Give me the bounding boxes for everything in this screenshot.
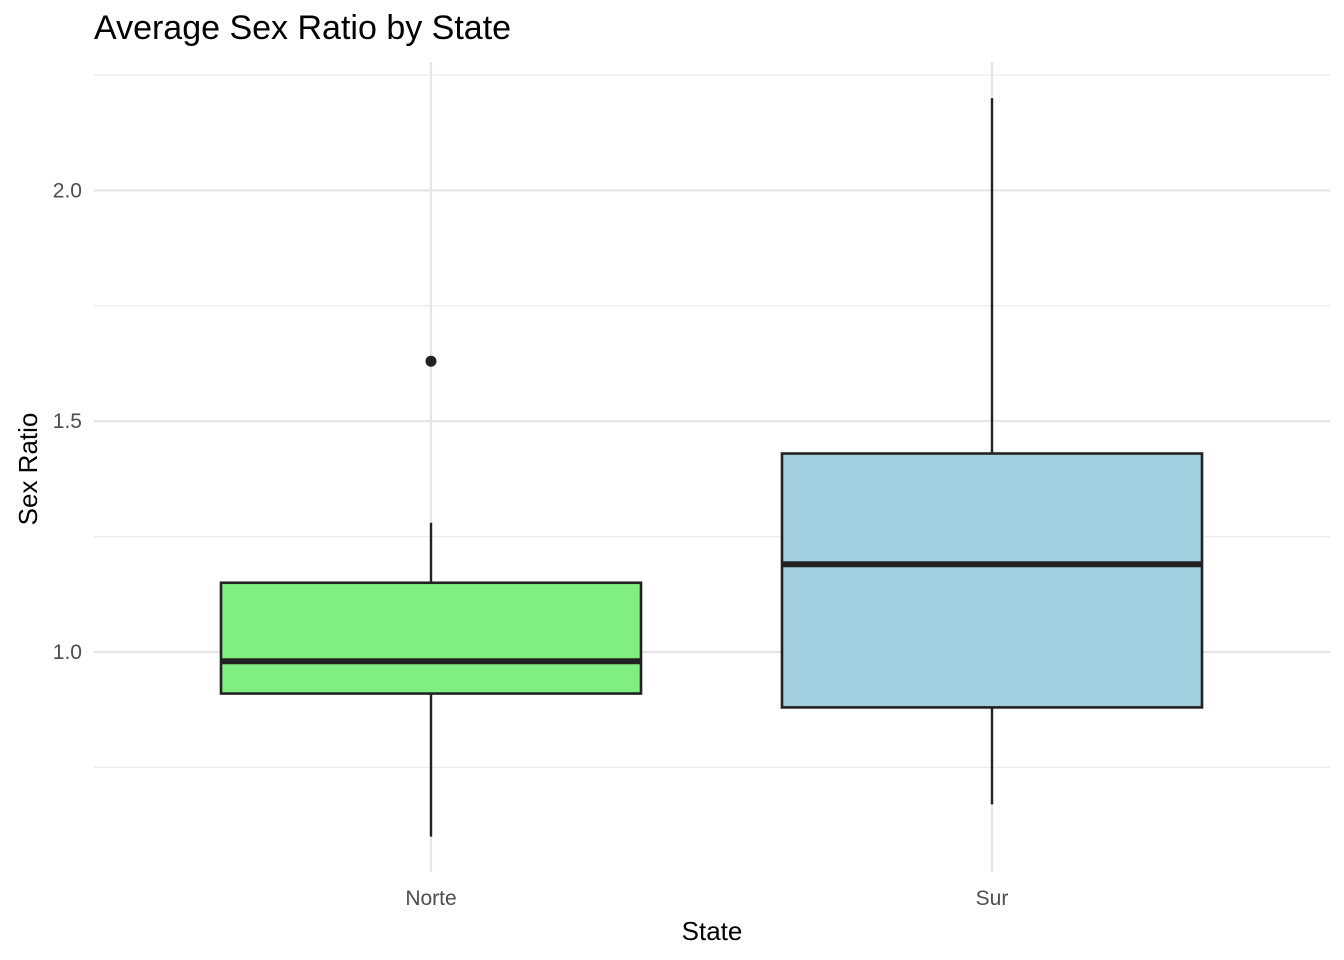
outlier-point: [425, 355, 437, 367]
y-axis-title: Sex Ratio: [13, 413, 43, 526]
y-tick-label: 2.0: [53, 179, 82, 202]
x-axis-title: State: [682, 916, 743, 946]
box-sur: [780, 98, 1204, 805]
y-tick-label: 1.0: [53, 641, 82, 664]
y-tick-label: 1.5: [53, 410, 82, 433]
iqr-box: [780, 452, 1204, 709]
x-tick-label: Sur: [976, 887, 1009, 910]
x-tick-label: Norte: [405, 887, 456, 910]
boxes: [219, 98, 1204, 837]
tick-labels: 1.0 1.5 2.0 Norte Sur: [53, 179, 1009, 910]
iqr-box: [219, 581, 643, 695]
chart-title: Average Sex Ratio by State: [94, 9, 511, 47]
box-norte: [219, 355, 643, 837]
